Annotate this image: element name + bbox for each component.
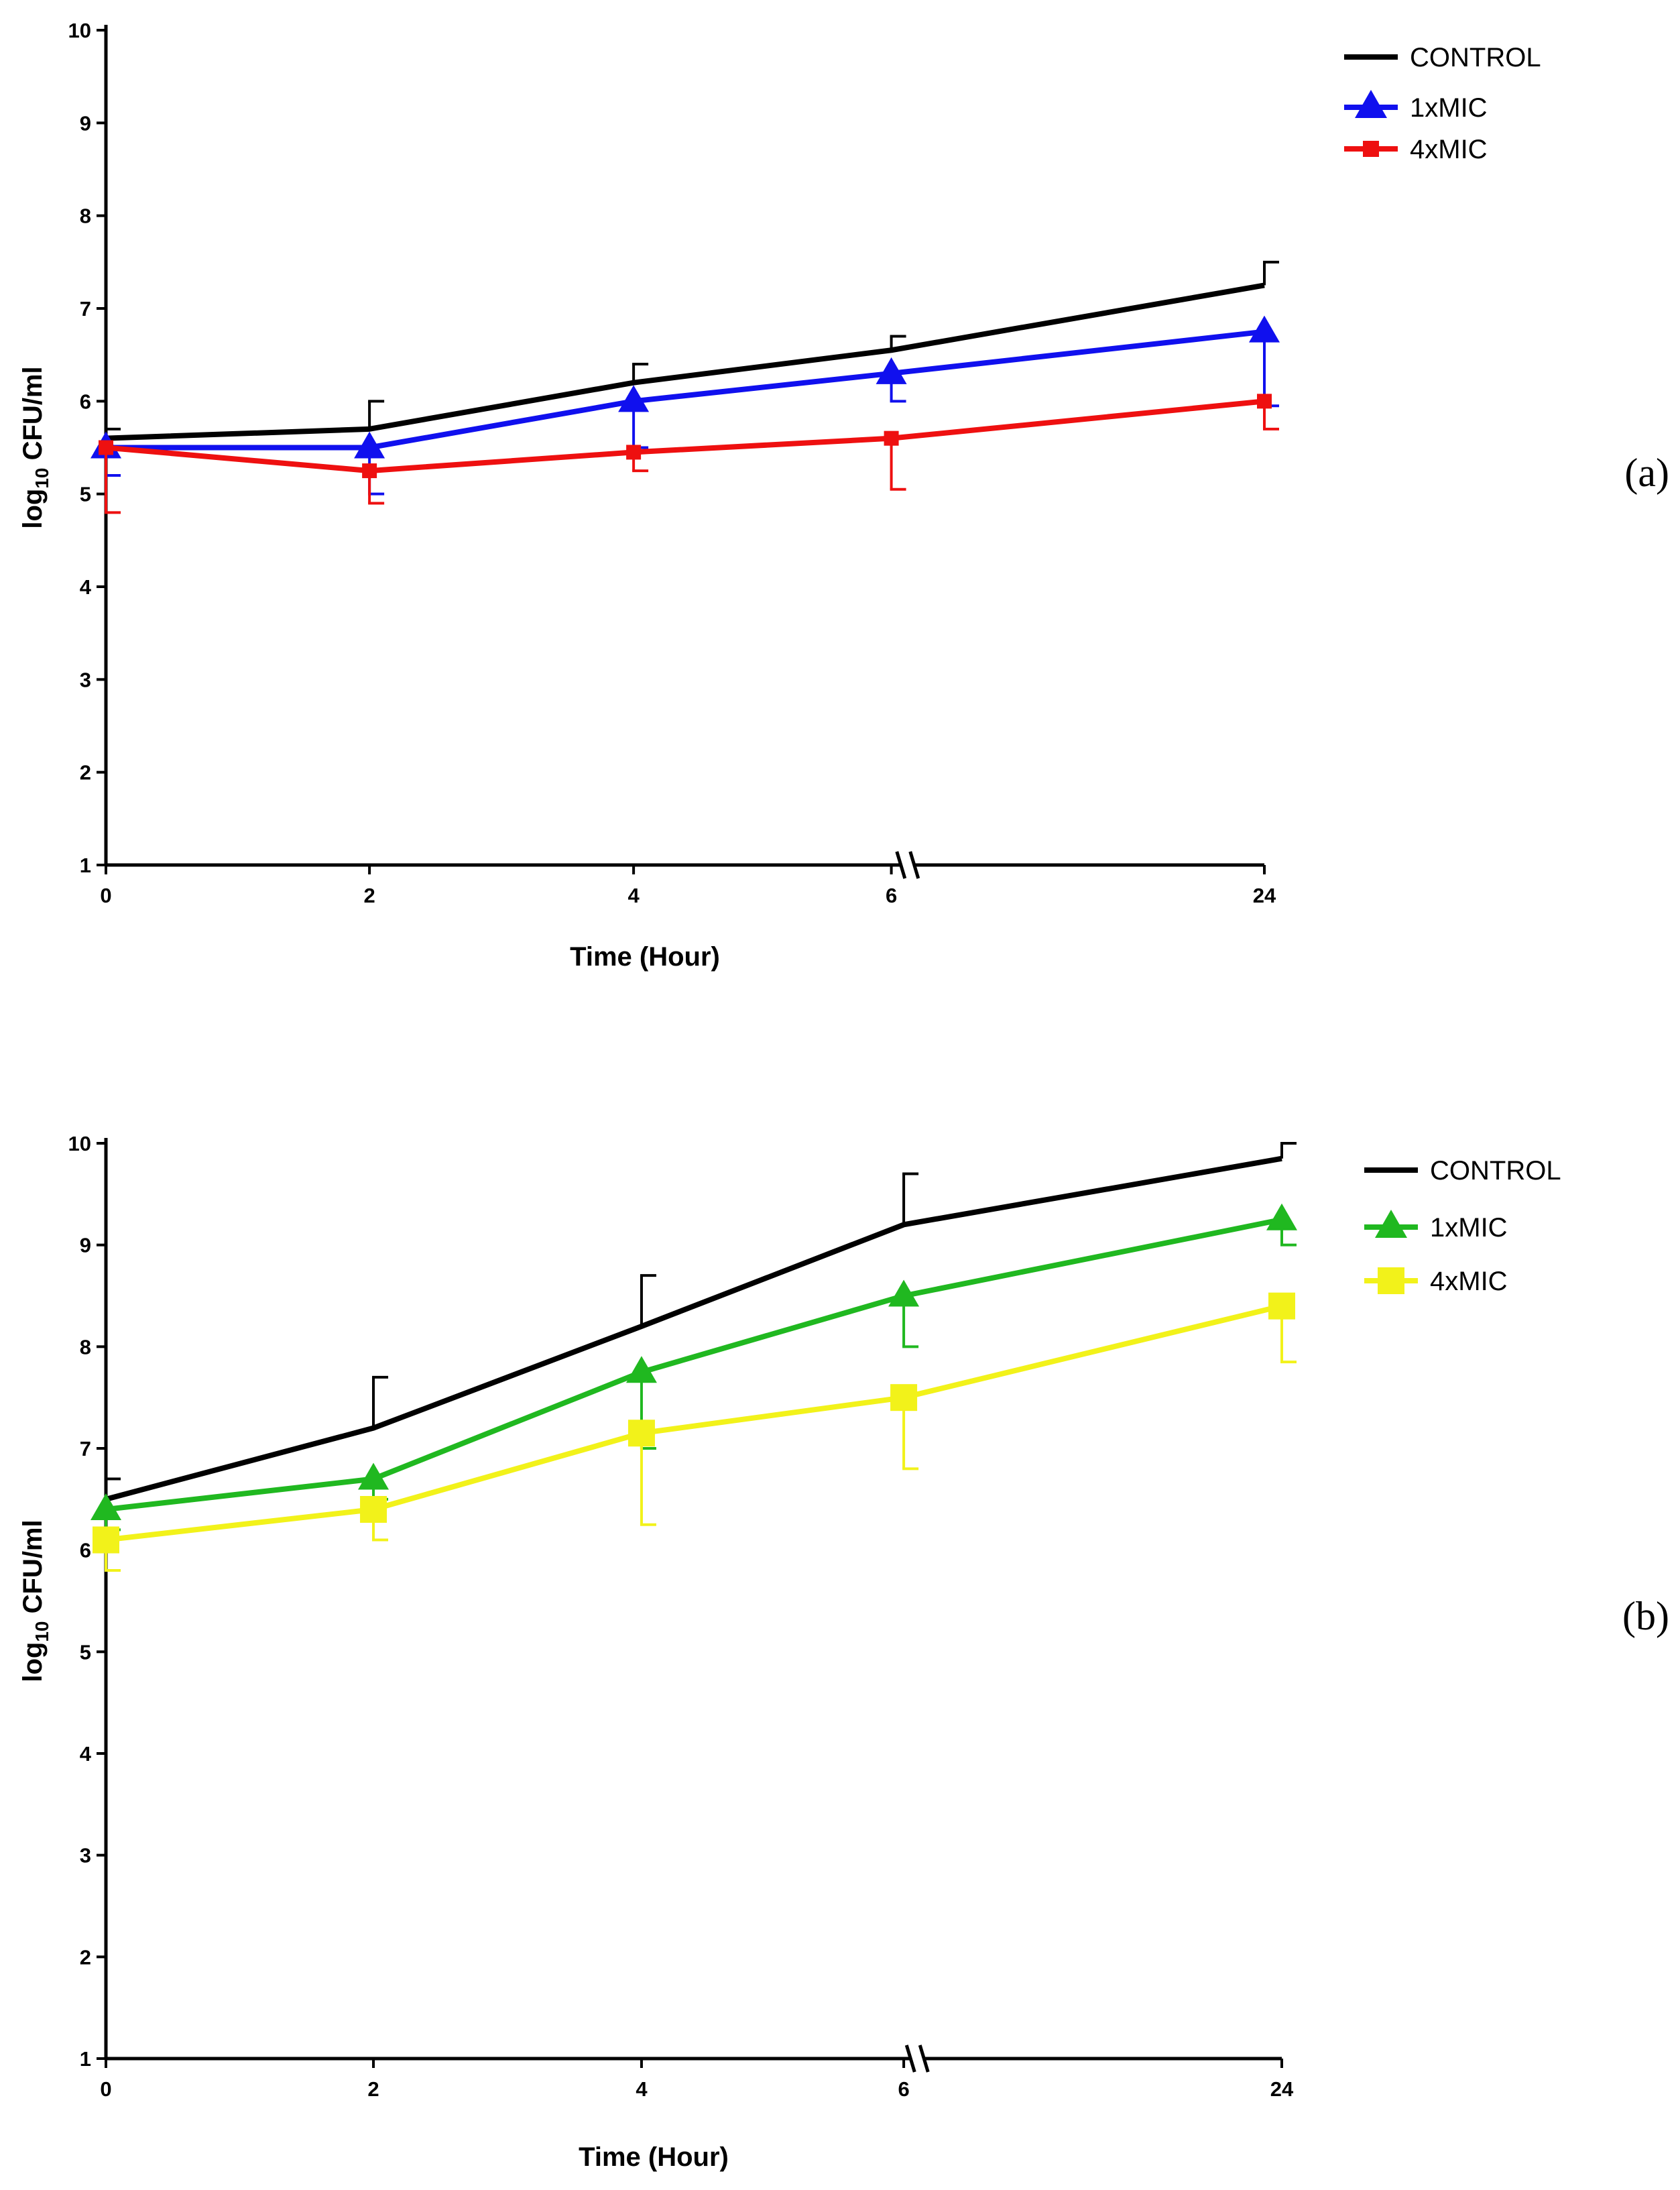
data-point-square (626, 445, 642, 460)
series-1xmic (91, 315, 1280, 496)
data-point-triangle (91, 1493, 121, 1520)
y-tick-label: 5 (80, 1640, 91, 1664)
data-point-square (890, 1384, 918, 1411)
series-4xmic (99, 394, 1279, 514)
series-line (105, 282, 1265, 441)
series-4xmic (93, 1292, 1297, 1572)
x-tick-label: 6 (898, 2077, 909, 2101)
panel-label: (a) (1624, 451, 1669, 495)
x-tick-label: 0 (100, 2077, 111, 2101)
data-point-triangle (1249, 315, 1280, 343)
data-point-square (1268, 1292, 1295, 1320)
x-tick-label: 2 (367, 2077, 379, 2101)
legend-label: CONTROL (1430, 1156, 1561, 1186)
data-point-square (1257, 394, 1272, 409)
x-axis-title: Time (Hour) (579, 2142, 729, 2172)
legend-label: CONTROL (1410, 43, 1541, 72)
y-tick-label: 5 (80, 483, 91, 506)
y-tick-label: 9 (80, 111, 91, 135)
data-point-triangle (618, 385, 650, 412)
x-tick-label: 24 (1253, 884, 1276, 907)
data-point-triangle (625, 1356, 657, 1383)
data-point-square (360, 1496, 387, 1523)
axis-break-mark (895, 851, 907, 879)
legend-label: 1xMIC (1410, 93, 1488, 123)
y-tick-label: 10 (68, 19, 91, 42)
data-point-square (93, 1526, 119, 1554)
y-tick-label: 1 (80, 2047, 91, 2071)
data-point-square (362, 463, 377, 479)
legend-marker (1355, 90, 1387, 118)
y-tick-label: 2 (80, 1945, 91, 1969)
data-point-square (884, 430, 899, 446)
x-tick-label: 4 (636, 2077, 648, 2101)
series-line (105, 1155, 1282, 1502)
series-line (105, 1216, 1282, 1512)
legend-label: 4xMIC (1410, 135, 1488, 164)
data-point-triangle (354, 431, 385, 459)
y-tick-label: 9 (80, 1234, 91, 1257)
series-1xmic (91, 1203, 1297, 1532)
x-tick-label: 6 (886, 884, 897, 907)
panel-label: (b) (1622, 1594, 1669, 1638)
x-axis-title: Time (Hour) (570, 942, 720, 972)
series-control (105, 260, 1279, 441)
y-tick-label: 8 (80, 205, 91, 228)
axis-break-mark (908, 851, 920, 879)
data-point-triangle (888, 1279, 920, 1307)
x-tick-label: 0 (100, 884, 111, 907)
legend-marker (1363, 141, 1379, 157)
y-tick-label: 8 (80, 1335, 91, 1359)
y-tick-label: 6 (80, 390, 91, 413)
y-tick-label: 4 (80, 575, 92, 599)
x-tick-label: 2 (363, 884, 375, 907)
y-axis-title: log10 CFU/ml (18, 366, 52, 528)
data-point-square (627, 1420, 655, 1447)
data-point-triangle (876, 357, 907, 384)
legend-label: 4xMIC (1430, 1267, 1508, 1296)
y-tick-label: 6 (80, 1539, 91, 1562)
axis-break-mark (904, 2044, 916, 2073)
x-tick-label: 24 (1270, 2077, 1294, 2101)
y-tick-label: 7 (80, 297, 91, 321)
x-tick-label: 4 (627, 884, 640, 907)
y-axis-title: log10 CFU/ml (18, 1519, 52, 1682)
y-tick-label: 2 (80, 761, 91, 785)
legend-marker (1378, 1267, 1404, 1294)
legend-marker (1375, 1210, 1407, 1238)
series-line (105, 398, 1265, 474)
data-point-square (99, 440, 113, 455)
y-tick-label: 3 (80, 1844, 91, 1867)
y-tick-label: 3 (80, 668, 91, 691)
data-point-triangle (1266, 1203, 1297, 1230)
y-tick-label: 7 (80, 1437, 91, 1460)
series-line (105, 1303, 1282, 1543)
y-tick-label: 10 (68, 1132, 91, 1155)
series-control (105, 1142, 1297, 1502)
y-tick-label: 4 (80, 1742, 92, 1766)
data-point-triangle (358, 1462, 389, 1490)
axis-break-mark (918, 2044, 930, 2073)
y-tick-label: 1 (80, 854, 91, 877)
legend-label: 1xMIC (1430, 1213, 1508, 1243)
